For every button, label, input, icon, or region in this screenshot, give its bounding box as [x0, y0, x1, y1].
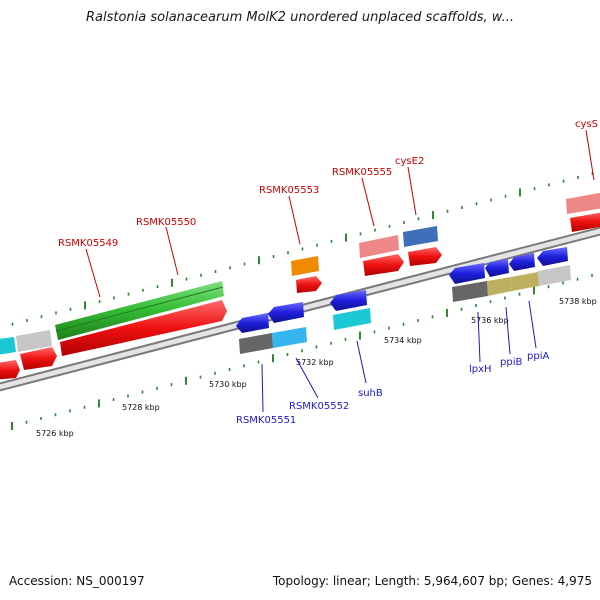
gene-feature-rsmk05553-orange[interactable]: [291, 256, 319, 276]
gene-feature-rsmk05552-sky[interactable]: [272, 327, 307, 348]
gene-label-rsmk05553[interactable]: RSMK05553: [259, 185, 319, 196]
scale-labels: 5726 kbp 5728 kbp 5730 kbp 5732 kbp 5734…: [36, 297, 597, 438]
scale-label-5738: 5738 kbp: [559, 297, 597, 306]
gene-feature-cyss-pink[interactable]: [566, 191, 600, 214]
topology-footer: Topology: linear; Length: 5,964,607 bp; …: [272, 574, 592, 588]
gene-feature-ppia-blue[interactable]: [509, 253, 535, 271]
upper-tick-track: [11, 172, 594, 326]
gene-feature-suhb-cyan[interactable]: [333, 308, 371, 330]
map-title: Ralstonia solanacearum MolK2 unordered u…: [85, 10, 514, 25]
forward-labels: RSMK05549 RSMK05550 RSMK05553 RSMK05555 …: [58, 119, 598, 298]
gene-feature-lpxh-blue[interactable]: [449, 263, 485, 284]
gene-label-rsmk05550[interactable]: RSMK05550: [136, 217, 196, 228]
gene-feature-ppia-olive[interactable]: [511, 272, 539, 291]
gene-label-ppia[interactable]: ppiA: [527, 351, 549, 362]
label-leader: [165, 226, 179, 276]
gene-feature[interactable]: [0, 360, 20, 380]
gene-feature[interactable]: [20, 347, 57, 370]
gene-feature-extra-blue[interactable]: [537, 247, 568, 266]
scale-label-5732: 5732 kbp: [296, 358, 334, 367]
gene-label-cyse2[interactable]: cysE2: [395, 156, 424, 167]
gene-feature-extra-gray[interactable]: [538, 265, 571, 286]
gene-feature[interactable]: [0, 337, 16, 356]
reverse-strand-genes: [236, 247, 571, 354]
accession-footer: Accession: NS_000197: [9, 574, 145, 588]
label-leader: [361, 177, 375, 227]
forward-strand-genes: [0, 191, 600, 380]
gene-feature-rsmk05555-red[interactable]: [363, 254, 404, 276]
gene-label-rsmk05551[interactable]: RSMK05551: [236, 415, 296, 426]
label-leader: [288, 195, 301, 245]
lower-tick-track: [11, 273, 593, 430]
gene-feature-rsmk05550-red[interactable]: [60, 300, 227, 356]
gene-feature-cyss-red[interactable]: [570, 211, 600, 232]
gene-feature-rsmk05550-green[interactable]: [55, 281, 224, 340]
gene-label-cyss[interactable]: cysS: [575, 119, 598, 130]
gene-feature-lpxh-gray[interactable]: [452, 281, 488, 302]
gene-label-rsmk05555[interactable]: RSMK05555: [332, 167, 392, 178]
gene-feature-rsmk05555-pink[interactable]: [359, 235, 399, 258]
gene-label-suhb[interactable]: suhB: [358, 388, 383, 399]
gene-feature-rsmk05553-red[interactable]: [296, 276, 322, 293]
label-leader: [407, 166, 417, 216]
reverse-labels: RSMK05551 RSMK05552 suhB lpxH ppiB ppiA: [236, 300, 549, 426]
scale-label-5730: 5730 kbp: [209, 380, 247, 389]
scale-label-5736: 5736 kbp: [471, 316, 509, 325]
gene-label-rsmk05549[interactable]: RSMK05549: [58, 238, 118, 249]
label-leader: [477, 311, 481, 363]
label-leader: [85, 248, 101, 298]
gene-feature-cyse2-blue[interactable]: [403, 226, 438, 247]
scale-label-5728: 5728 kbp: [122, 403, 160, 412]
gene-feature-suhb-blue[interactable]: [330, 290, 367, 311]
gene-feature-rsmk05551-gray[interactable]: [239, 333, 273, 354]
gene-feature[interactable]: [16, 330, 52, 352]
label-leader: [528, 300, 537, 349]
gene-label-ppib[interactable]: ppiB: [500, 357, 522, 368]
label-leader: [505, 306, 511, 355]
gene-feature-ppib-olive[interactable]: [487, 277, 512, 296]
gene-feature-rsmk05552-blue[interactable]: [268, 302, 304, 323]
gene-label-lpxh[interactable]: lpxH: [469, 364, 492, 375]
gene-feature-cyse2-red[interactable]: [408, 247, 442, 266]
scale-label-5726: 5726 kbp: [36, 429, 74, 438]
gene-label-rsmk05552[interactable]: RSMK05552: [289, 401, 349, 412]
scale-label-5734: 5734 kbp: [384, 336, 422, 345]
label-leader: [585, 129, 595, 181]
gene-feature-ppib-blue[interactable]: [485, 259, 509, 277]
gene-feature-edge: [55, 286, 224, 332]
gene-feature-rsmk05551-blue[interactable]: [236, 313, 269, 333]
label-leader: [356, 340, 367, 384]
label-leader: [261, 363, 264, 413]
label-leader: [295, 357, 319, 399]
